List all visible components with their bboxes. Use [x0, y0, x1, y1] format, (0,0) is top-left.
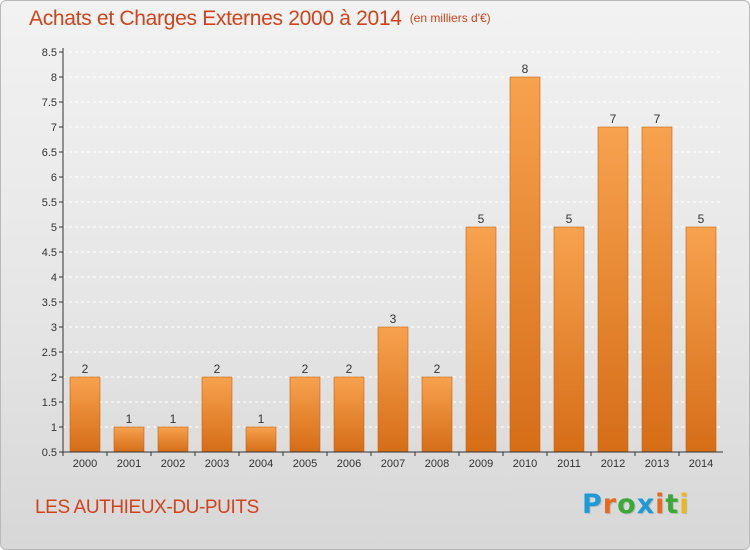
x-tick-label: 2006	[337, 458, 361, 470]
chart-title-block: Achats et Charges Externes 2000 à 2014 (e…	[29, 7, 491, 31]
bar	[553, 226, 585, 453]
logo-letter: o	[617, 489, 637, 520]
data-label: 2	[302, 362, 309, 376]
bar	[465, 226, 497, 453]
x-tick-label: 2005	[293, 458, 317, 470]
chart-title: Achats et Charges Externes 2000 à 2014	[29, 7, 402, 30]
logo-letter: P	[582, 489, 603, 520]
y-tick-label: 8	[51, 72, 57, 84]
y-tick-label: 7	[51, 122, 57, 134]
data-label: 5	[478, 212, 485, 226]
bar	[201, 376, 233, 453]
data-label: 5	[698, 212, 705, 226]
y-tick-label: 4	[51, 272, 57, 284]
bar	[509, 76, 541, 453]
x-tick-label: 2004	[249, 458, 273, 470]
y-tick-label: 5	[51, 222, 57, 234]
y-tick-label: 5.5	[42, 197, 57, 209]
bar	[69, 376, 101, 453]
data-label: 2	[434, 362, 441, 376]
bar	[641, 126, 673, 453]
y-tick-label: 4.5	[42, 247, 57, 259]
data-label: 2	[82, 362, 89, 376]
bar	[289, 376, 321, 453]
logo-letter: i	[655, 489, 666, 520]
x-tick-label: 2000	[73, 458, 97, 470]
x-tick-label: 2001	[117, 458, 141, 470]
x-tick-label: 2007	[381, 458, 405, 470]
y-tick-label: 2	[51, 372, 57, 384]
labels: 0.5 1 1.5 2 2.5 3 3.5 4 4.5 5 5.5 6 6.5 7 7.5 8 8.5 2 2000…	[42, 47, 714, 470]
x-tick-label: 2013	[645, 458, 669, 470]
y-tick-label: 7.5	[42, 97, 57, 109]
chart-unit: (en milliers d'€)	[409, 11, 491, 25]
bar	[421, 376, 453, 453]
logo-letter: t	[665, 489, 680, 520]
x-tick-label: 2012	[601, 458, 625, 470]
data-label: 1	[126, 412, 133, 426]
y-tick-label: 6	[51, 172, 57, 184]
bar	[685, 226, 717, 453]
x-tick-label: 2014	[689, 458, 713, 470]
y-tick-label: 8.5	[42, 47, 57, 59]
bar	[113, 426, 145, 453]
data-label: 1	[258, 412, 265, 426]
x-tick-label: 2010	[513, 458, 537, 470]
bar	[157, 426, 189, 453]
y-tick-label: 1.5	[42, 397, 57, 409]
y-tick-label: 3	[51, 322, 57, 334]
y-tick-label: 2.5	[42, 347, 57, 359]
bar	[597, 126, 629, 453]
data-label: 7	[610, 112, 617, 126]
bars	[69, 76, 717, 453]
bar	[377, 326, 409, 453]
y-tick-label: 0.5	[42, 447, 57, 459]
x-tick-label: 2002	[161, 458, 185, 470]
logo-letter: x	[636, 489, 656, 520]
axes	[59, 48, 723, 456]
x-tick-label: 2008	[425, 458, 449, 470]
logo-letter: r	[602, 489, 618, 520]
data-label: 1	[170, 412, 177, 426]
data-label: 5	[566, 212, 573, 226]
data-label: 2	[346, 362, 353, 376]
y-tick-label: 3.5	[42, 297, 57, 309]
x-tick-label: 2011	[557, 458, 581, 470]
x-tick-label: 2003	[205, 458, 229, 470]
data-label: 2	[214, 362, 221, 376]
commune-name: LES AUTHIEUX-DU-PUITS	[35, 497, 259, 518]
proxiti-logo: Proxiti	[582, 489, 690, 520]
data-label: 3	[390, 312, 397, 326]
bar	[333, 376, 365, 453]
y-tick-label: 1	[51, 422, 57, 434]
x-tick-label: 2009	[469, 458, 493, 470]
logo-letter: i	[679, 489, 690, 520]
data-label: 8	[522, 62, 529, 76]
y-tick-label: 6.5	[42, 147, 57, 159]
bar	[245, 426, 277, 453]
data-label: 7	[654, 112, 661, 126]
